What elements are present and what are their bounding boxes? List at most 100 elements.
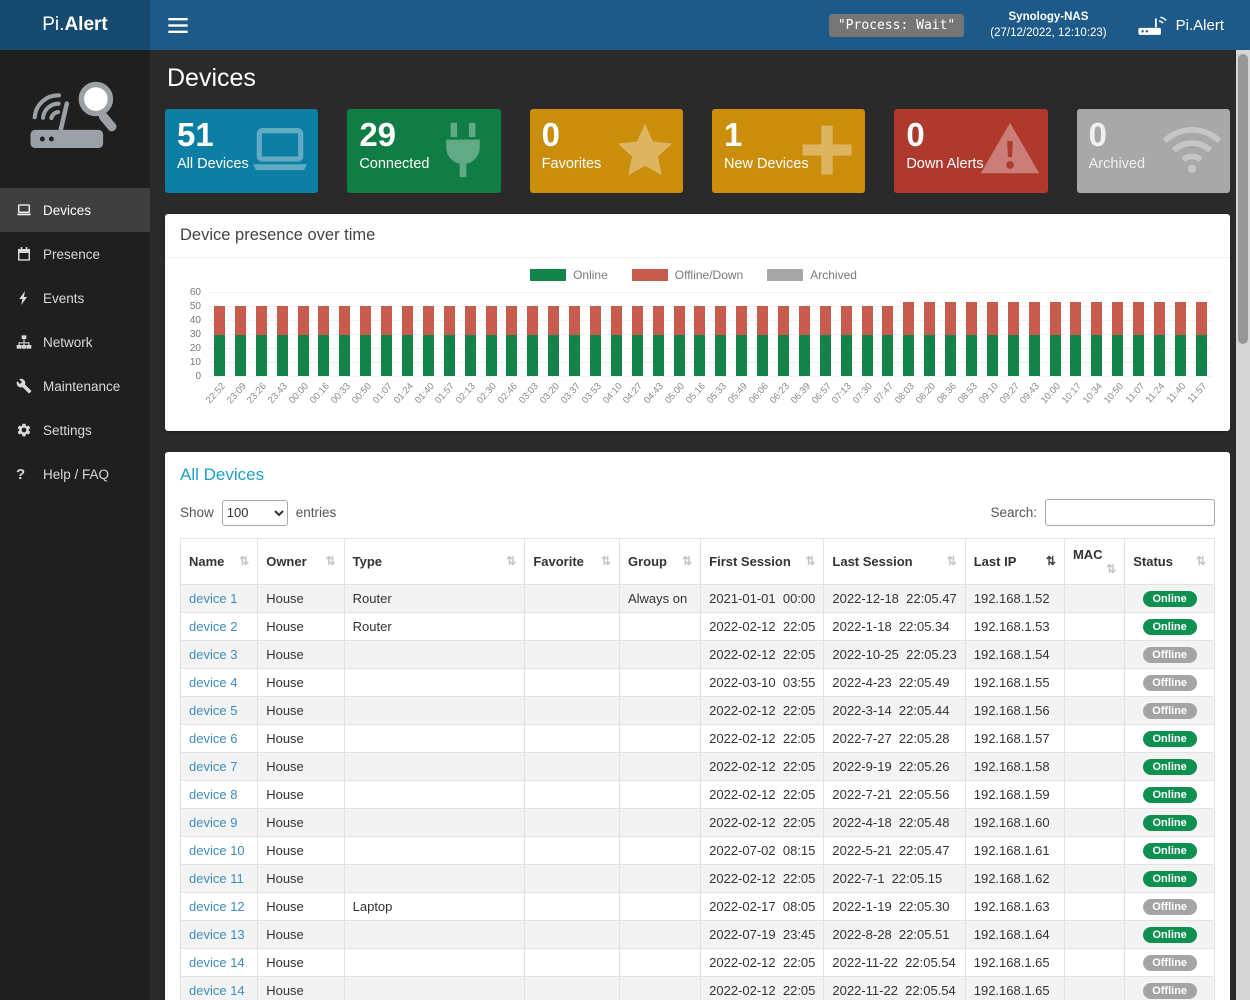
bar-slot: 04:27	[621, 292, 648, 425]
search-input[interactable]	[1045, 499, 1215, 526]
summary-card-down-alerts[interactable]: 0 Down Alerts	[894, 109, 1048, 193]
device-link[interactable]: device 13	[189, 927, 245, 942]
bar-segment-online	[506, 335, 518, 376]
bar-06:06	[757, 292, 769, 376]
y-tick-label: 0	[195, 371, 201, 382]
bar-segment-offline-down	[589, 306, 601, 336]
bar-segment-offline-down	[548, 306, 560, 336]
summary-card-all-devices[interactable]: 51 All Devices	[165, 109, 319, 193]
gridline	[209, 334, 1212, 335]
device-link[interactable]: device 7	[189, 759, 238, 774]
calendar-icon	[16, 246, 32, 262]
cell-name: device 6	[179, 724, 259, 753]
device-link[interactable]: device 2	[189, 619, 238, 634]
cell-last-ip: 192.168.1.62	[964, 864, 1065, 893]
cell-name: device 14	[179, 948, 259, 977]
column-header-status[interactable]: Status ⇅	[1124, 538, 1215, 585]
navbar-main: "Process: Wait" Synology-NAS (27/12/2022…	[150, 0, 1250, 50]
device-link[interactable]: device 1	[189, 591, 238, 606]
device-link[interactable]: device 10	[189, 843, 245, 858]
cell-group	[618, 780, 702, 809]
summary-card-archived[interactable]: 0 Archived	[1076, 109, 1230, 193]
bar-slot: 03:20	[538, 292, 564, 425]
entries-select[interactable]: 100	[221, 499, 288, 526]
cell-first-session: 2022-02-12 22:05	[700, 808, 825, 837]
column-header-name[interactable]: Name ⇅	[179, 538, 259, 585]
sidebar-item-settings[interactable]: Settings	[0, 408, 150, 452]
x-tick-label: 02:30	[475, 381, 500, 407]
cell-owner: House	[257, 752, 345, 781]
sidebar-item-presence[interactable]: Presence	[0, 232, 150, 276]
device-link[interactable]: device 11	[189, 871, 244, 886]
device-link[interactable]: device 8	[189, 787, 238, 802]
cell-mac	[1063, 836, 1126, 865]
device-link[interactable]: device 4	[189, 675, 238, 690]
sidebar-item-devices[interactable]: Devices	[0, 188, 150, 232]
summary-card-connected[interactable]: 29 Connected	[347, 109, 501, 193]
x-tick-label: 06:39	[788, 381, 813, 407]
column-header-first-session[interactable]: First Session ⇅	[700, 538, 825, 585]
column-header-mac[interactable]: MAC ⇅	[1063, 538, 1126, 585]
x-tick-label: 07:47	[872, 381, 897, 407]
y-tick-label: 20	[189, 343, 201, 354]
sidebar-item-maintenance[interactable]: Maintenance	[0, 364, 150, 408]
bar-segment-offline-down	[694, 306, 706, 336]
bar-slot: 00:33	[329, 292, 355, 425]
cell-first-session: 2022-02-12 22:05	[700, 948, 825, 977]
device-link[interactable]: device 9	[189, 815, 238, 830]
sidebar-item-label: Presence	[43, 246, 101, 262]
column-header-group[interactable]: Group ⇅	[618, 538, 702, 585]
column-header-favorite[interactable]: Favorite ⇅	[524, 538, 620, 585]
bar-segment-online	[777, 335, 789, 376]
bolt-icon	[16, 290, 32, 306]
cell-first-session: 2022-02-12 22:05	[700, 752, 825, 781]
sort-icon: ⇅	[682, 554, 693, 568]
device-link[interactable]: device 12	[189, 899, 245, 914]
bar-11:40	[1174, 292, 1186, 376]
vertical-scrollbar[interactable]	[1236, 50, 1250, 1000]
device-link[interactable]: device 14	[189, 955, 245, 970]
sidebar-item-help-faq[interactable]: ? Help / FAQ	[0, 452, 150, 496]
device-link[interactable]: device 14	[189, 983, 245, 998]
summary-card-new-devices[interactable]: 1 New Devices	[711, 109, 866, 193]
bar-segment-online	[945, 335, 957, 376]
device-link[interactable]: device 6	[189, 731, 238, 746]
cell-status: Offline	[1124, 948, 1215, 977]
app-brand-link[interactable]: Pi.Alert	[1137, 14, 1236, 37]
bar-segment-offline-down	[924, 301, 936, 336]
column-header-owner[interactable]: Owner ⇅	[257, 538, 345, 585]
cell-last-ip: 192.168.1.56	[964, 696, 1065, 725]
chart-bars: 22:52 23:09 23:26 23:43 00:00 00:16 00:33 00:50…	[204, 292, 1212, 425]
sidebar-item-network[interactable]: Network	[0, 320, 150, 364]
status-badge: Online	[1142, 927, 1197, 943]
column-header-type[interactable]: Type ⇅	[343, 538, 526, 585]
sort-icon: ⇅	[239, 554, 250, 568]
cell-last-ip: 192.168.1.63	[964, 892, 1065, 921]
status-badge: Online	[1142, 619, 1197, 635]
bar-segment-online	[527, 335, 539, 376]
hamburger-menu-icon[interactable]	[168, 17, 188, 33]
bar-segment-offline-down	[318, 306, 330, 336]
column-header-last-session[interactable]: Last Session ⇅	[823, 538, 966, 585]
sidebar-item-events[interactable]: Events	[0, 276, 150, 320]
bar-segment-offline-down	[1195, 301, 1207, 336]
device-link[interactable]: device 5	[189, 703, 238, 718]
bar-10:34	[1091, 292, 1103, 376]
gridline	[209, 292, 1212, 293]
legend-item-online[interactable]: Online	[530, 268, 608, 282]
bar-segment-offline-down	[736, 306, 748, 336]
bar-slot: 08:53	[955, 292, 982, 425]
cell-favorite	[524, 780, 620, 809]
legend-item-archived[interactable]: Archived	[767, 268, 857, 282]
device-link[interactable]: device 3	[189, 647, 238, 662]
summary-card-favorites[interactable]: 0 Favorites	[529, 109, 683, 193]
x-tick-label: 08:53	[955, 381, 980, 407]
cell-favorite	[524, 808, 620, 837]
cell-favorite	[524, 668, 620, 697]
cell-mac	[1063, 640, 1126, 669]
legend-item-offline-down[interactable]: Offline/Down	[631, 268, 743, 282]
bar-segment-online	[339, 335, 351, 376]
column-header-last-ip[interactable]: Last IP ⇅	[964, 538, 1065, 585]
status-badge: Online	[1142, 871, 1197, 887]
scrollbar-thumb[interactable]	[1238, 54, 1248, 344]
